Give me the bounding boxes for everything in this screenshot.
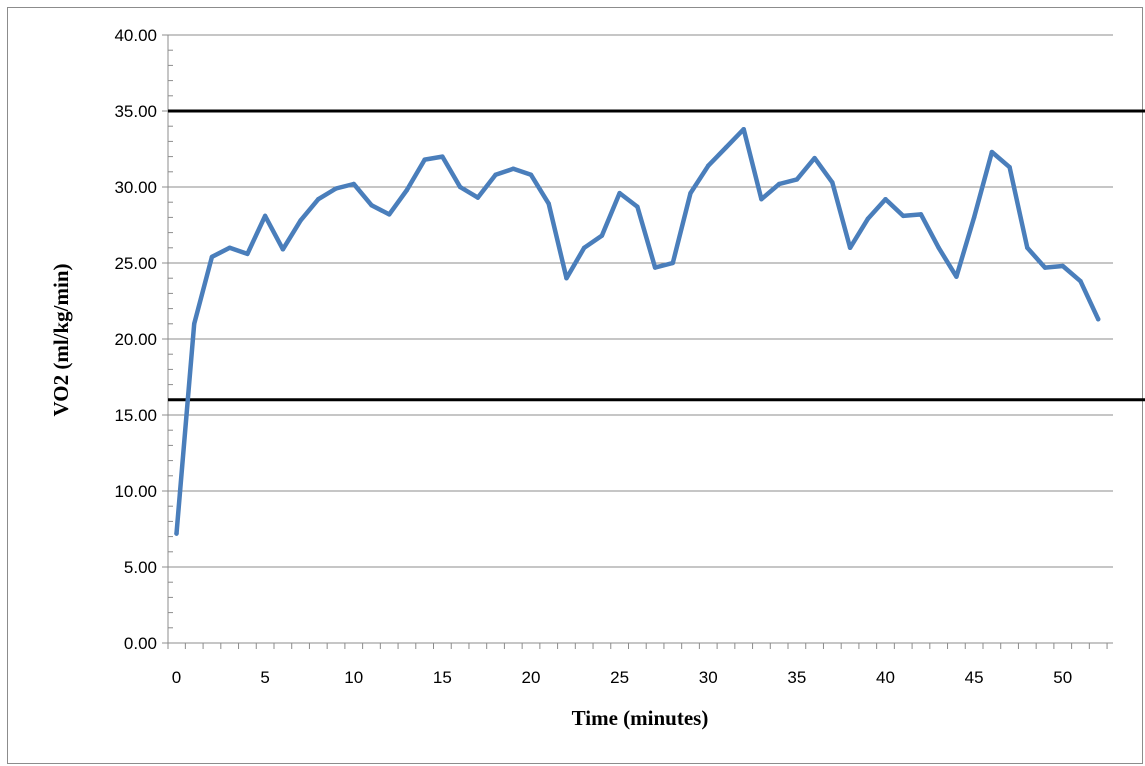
y-tick-label: 25.00 [114,254,157,273]
series-layer [174,126,1101,536]
vo2-series-line [174,126,1101,536]
y-tick-label: 0.00 [124,634,157,653]
data-point [493,172,498,178]
data-point [706,163,711,168]
chart-frame [7,7,1143,764]
y-tick-label: 10.00 [114,482,157,501]
data-point [209,254,215,260]
data-point [457,184,463,190]
data-point [404,187,410,193]
data-point [599,233,605,238]
data-point [1078,279,1083,284]
data-point [741,127,746,132]
data-point [351,181,356,187]
data-point [847,245,853,250]
x-axis-title: Time (minutes) [572,706,709,730]
data-point [298,218,303,223]
data-point [989,149,995,155]
data-point [528,172,534,178]
x-tick-label: 50 [1053,668,1072,687]
data-point [901,213,906,219]
x-tick-label: 35 [787,668,806,687]
data-point [280,247,286,252]
data-point [936,245,941,250]
data-point [794,177,800,182]
data-point [192,321,197,326]
data-point [316,196,321,202]
x-tick-label: 20 [522,668,541,687]
x-tick-label: 45 [965,668,984,687]
data-point [245,251,250,257]
data-point [635,204,640,209]
axes [162,34,1113,649]
y-axis-title: VO2 (ml/kg/min) [49,263,73,416]
x-tick-label: 10 [344,668,363,687]
data-point [1007,165,1012,170]
data-point [883,196,888,202]
data-point [971,215,977,220]
data-point [918,212,924,217]
y-tick-label: 40.00 [114,26,157,45]
x-tick-label: 15 [433,668,452,687]
data-point [1025,245,1030,250]
x-tick-label: 0 [172,668,181,687]
data-point [670,260,675,266]
data-point [954,274,959,279]
x-tick-labels: 0 5 10 15 20 25 30 35 40 45 50 [172,668,1072,687]
data-point [387,212,392,217]
data-point [422,157,427,162]
data-point [564,276,569,281]
data-point [440,154,445,159]
data-point [546,201,551,206]
data-point [1042,265,1048,270]
data-point [333,186,339,191]
data-point [865,216,870,222]
x-tick-label: 25 [610,668,629,687]
data-point [369,203,374,208]
y-tick-label: 15.00 [114,406,157,425]
data-point [617,190,622,196]
data-point [652,265,658,270]
y-tick-label: 30.00 [114,178,157,197]
x-tick-label: 5 [260,668,269,687]
x-tick-label: 30 [699,668,718,687]
y-tick-labels: 0.00 5.00 10.00 15.00 20.00 25.00 30.00 35.00 40… [114,26,157,653]
data-point [262,213,268,219]
data-point [688,190,693,196]
data-point [227,245,232,250]
data-point [1096,317,1101,322]
data-point [475,195,481,200]
data-point [776,181,782,187]
data-point [581,245,587,250]
data-point [830,180,835,185]
data-point [1060,263,1065,269]
data-point [174,531,179,536]
data-point [511,166,516,171]
y-tick-label: 20.00 [114,330,157,349]
x-tick-label: 40 [876,668,895,687]
y-tick-label: 5.00 [124,558,157,577]
data-point [723,145,729,150]
data-point [812,155,817,161]
data-point [759,196,764,202]
reference-lines [168,109,1145,402]
gridlines [168,34,1113,568]
y-tick-label: 35.00 [114,102,157,121]
